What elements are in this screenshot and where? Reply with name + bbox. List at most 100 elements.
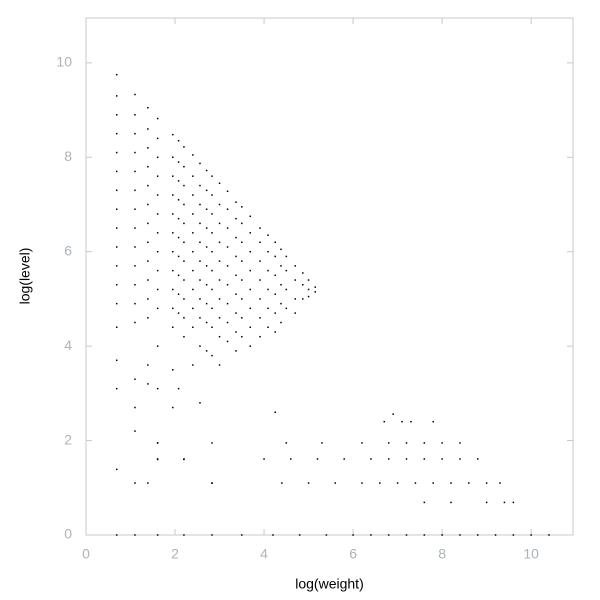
point [370, 458, 372, 460]
point [211, 250, 213, 253]
point [281, 482, 283, 484]
point [414, 482, 417, 484]
point [211, 534, 213, 536]
point [321, 442, 323, 444]
point [218, 260, 221, 262]
point [147, 147, 149, 149]
point [259, 298, 261, 300]
point [205, 265, 208, 267]
x-tick-label: 6 [349, 546, 357, 562]
point [156, 194, 159, 196]
point [156, 232, 159, 234]
point [192, 232, 194, 234]
point [267, 234, 269, 236]
point [280, 248, 282, 251]
point [280, 302, 282, 305]
point [325, 534, 328, 536]
point [423, 534, 426, 536]
point [272, 534, 274, 536]
point [302, 272, 304, 274]
point [476, 458, 479, 460]
y-tick-label: 10 [56, 54, 72, 70]
point [211, 175, 213, 177]
point [441, 534, 443, 536]
point [156, 442, 159, 444]
point [392, 413, 394, 415]
point [441, 442, 443, 444]
point [259, 317, 261, 319]
point [423, 458, 426, 460]
point [183, 146, 185, 148]
point [205, 189, 208, 192]
point [156, 534, 159, 536]
point [172, 250, 174, 253]
point [548, 534, 550, 536]
point [134, 189, 136, 192]
point [314, 286, 317, 288]
point [370, 534, 372, 536]
point [241, 279, 243, 281]
point [459, 442, 461, 444]
point [115, 265, 118, 267]
point [199, 184, 201, 187]
point [147, 482, 149, 484]
point [134, 284, 136, 286]
point [147, 165, 149, 168]
point [156, 307, 159, 310]
y-axis-label: log(level) [17, 248, 33, 305]
point [177, 199, 180, 201]
point [285, 307, 288, 310]
point [156, 458, 159, 460]
point [172, 156, 174, 159]
x-tick-label: 0 [82, 546, 90, 562]
point [352, 534, 354, 536]
point [259, 335, 261, 338]
point [115, 534, 118, 536]
point [218, 335, 221, 338]
point [241, 298, 243, 300]
point [441, 458, 443, 460]
point [211, 194, 213, 196]
point [274, 312, 276, 314]
point [450, 482, 452, 484]
point [307, 279, 310, 281]
point [172, 406, 174, 409]
point [226, 340, 229, 343]
point [192, 288, 194, 291]
point [249, 345, 252, 347]
point [156, 288, 159, 291]
point [183, 165, 185, 168]
point [218, 317, 221, 319]
point [298, 534, 301, 536]
point [177, 236, 180, 239]
point [226, 321, 229, 324]
point [134, 321, 136, 324]
point [205, 284, 208, 286]
x-axis-label: log(weight) [295, 576, 363, 592]
point [115, 326, 118, 329]
point [249, 307, 252, 310]
point [177, 274, 180, 277]
point [294, 265, 296, 267]
x-tick-label: 10 [523, 546, 539, 562]
point [115, 95, 118, 97]
point [235, 293, 237, 295]
point [134, 132, 136, 135]
point [218, 182, 221, 185]
y-tick-label: 6 [64, 242, 72, 258]
point [294, 279, 296, 281]
point [192, 307, 194, 310]
point [147, 222, 149, 225]
point [183, 298, 185, 300]
point [280, 321, 282, 324]
point [177, 140, 180, 142]
point [211, 288, 213, 291]
point [199, 402, 201, 404]
point [226, 265, 229, 267]
point [172, 133, 174, 136]
point [307, 288, 310, 291]
point [183, 458, 185, 460]
point [183, 222, 185, 225]
point [423, 501, 426, 504]
point [115, 284, 118, 286]
